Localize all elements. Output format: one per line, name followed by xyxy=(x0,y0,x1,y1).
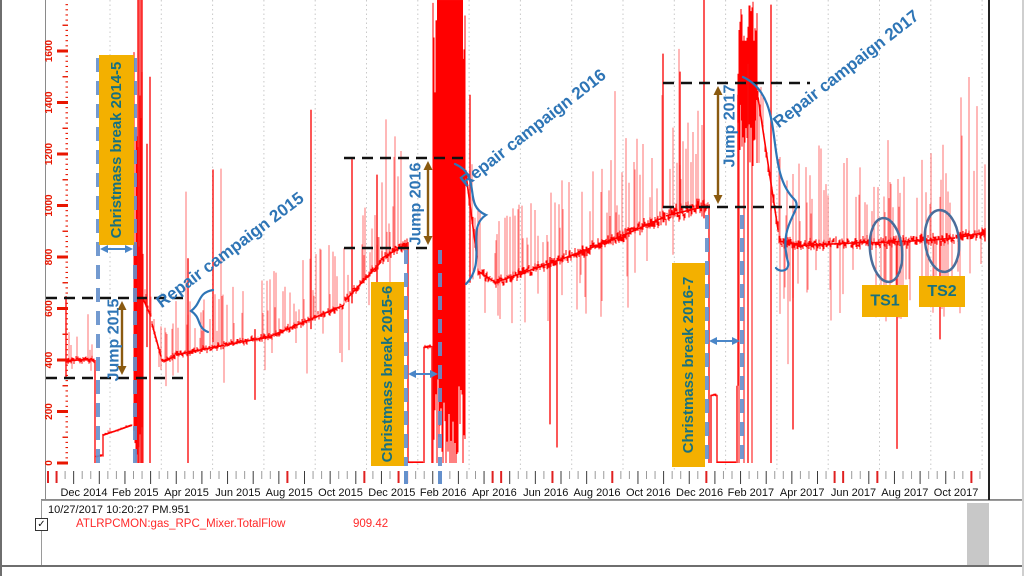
repair-campaign-label: Repair campaign 2016 xyxy=(456,65,609,191)
svg-text:1600: 1600 xyxy=(44,39,55,62)
christmas-break-label: Christmass break 2015-6 xyxy=(371,282,404,466)
window-border-right xyxy=(1022,0,1024,576)
svg-text:Jun 2015: Jun 2015 xyxy=(215,487,260,499)
svg-text:Apr 2016: Apr 2016 xyxy=(472,487,517,499)
svg-text:Aug 2016: Aug 2016 xyxy=(573,487,620,499)
jump-label: Jump 2016 xyxy=(408,163,425,246)
svg-text:Aug 2017: Aug 2017 xyxy=(881,487,928,499)
svg-text:800: 800 xyxy=(44,248,55,265)
svg-text:Apr 2017: Apr 2017 xyxy=(780,487,825,499)
svg-text:Dec 2016: Dec 2016 xyxy=(676,487,723,499)
window-border-left xyxy=(0,0,2,576)
svg-text:Jun 2016: Jun 2016 xyxy=(523,487,568,499)
svg-text:200: 200 xyxy=(44,403,55,420)
svg-text:0: 0 xyxy=(44,460,55,466)
window-border-bottom xyxy=(0,565,1024,567)
svg-text:Oct 2015: Oct 2015 xyxy=(318,487,363,499)
svg-text:1400: 1400 xyxy=(44,91,55,114)
brace-curve xyxy=(453,162,489,286)
svg-text:Feb 2017: Feb 2017 xyxy=(728,487,774,499)
jump-label: Jump 2015 xyxy=(106,299,123,382)
repair-campaign-label: Repair campaign 2017 xyxy=(769,6,922,132)
highlight-ellipse xyxy=(868,216,904,284)
svg-text:TS1: TS1 xyxy=(870,293,899,310)
svg-text:Christmass break 2016-7: Christmass break 2016-7 xyxy=(680,277,697,454)
chart-plot: 0 200 400 600 800 1000 1200 1400 1600 Dec 2014 Feb… xyxy=(41,0,1024,500)
svg-text:600: 600 xyxy=(44,300,55,317)
svg-text:Christmass break 2014-5: Christmass break 2014-5 xyxy=(108,62,125,239)
svg-text:Christmass break 2015-6: Christmass break 2015-6 xyxy=(379,286,396,463)
svg-text:Dec 2014: Dec 2014 xyxy=(60,487,107,499)
svg-text:Feb 2015: Feb 2015 xyxy=(112,487,158,499)
svg-text:Apr 2015: Apr 2015 xyxy=(164,487,209,499)
svg-text:1200: 1200 xyxy=(44,142,55,165)
status-panel: 10/27/2017 10:20:27 PM.951 ✓ ATLRPCMON:g… xyxy=(35,500,1024,566)
christmas-break-label: Christmass break 2014-5 xyxy=(99,55,134,245)
brace-curve xyxy=(189,288,215,334)
legend-series-name[interactable]: ATLRPCMON:gas_RPC_Mixer.TotalFlow xyxy=(76,518,286,530)
highlight-ellipse xyxy=(923,208,961,274)
x-axis: Dec 2014 Feb 2015 Apr 2015 Jun 2015 Aug 2015… xyxy=(41,471,1024,500)
christmas-break-label: Christmass break 2016-7 xyxy=(672,263,705,467)
svg-text:Feb 2016: Feb 2016 xyxy=(420,487,466,499)
svg-text:Jun 2017: Jun 2017 xyxy=(831,487,876,499)
gridlines xyxy=(109,0,983,470)
resize-grip[interactable] xyxy=(967,503,989,565)
svg-text:400: 400 xyxy=(44,351,55,368)
svg-text:TS2: TS2 xyxy=(927,283,956,300)
jump-label: Jump 2017 xyxy=(722,85,739,168)
svg-text:1000: 1000 xyxy=(44,194,55,217)
legend-checkbox[interactable]: ✓ xyxy=(35,518,48,531)
svg-text:Oct 2016: Oct 2016 xyxy=(626,487,671,499)
legend-row: ✓ ATLRPCMON:gas_RPC_Mixer.TotalFlow 909.… xyxy=(35,518,1024,532)
cursor-timestamp: 10/27/2017 10:20:27 PM.951 xyxy=(48,504,190,516)
repair-campaign-label: Repair campaign 2015 xyxy=(153,188,308,311)
ts-label: TS2 xyxy=(919,276,965,307)
ts-label: TS1 xyxy=(862,285,908,317)
brace-curve xyxy=(741,75,798,272)
svg-text:Oct 2017: Oct 2017 xyxy=(934,487,979,499)
svg-text:Aug 2015: Aug 2015 xyxy=(266,487,313,499)
svg-text:Dec 2015: Dec 2015 xyxy=(368,487,415,499)
legend-series-value: 909.42 xyxy=(353,518,389,530)
series-trace xyxy=(65,0,986,464)
y-axis: 0 200 400 600 800 1000 1200 1400 1600 xyxy=(44,0,68,500)
